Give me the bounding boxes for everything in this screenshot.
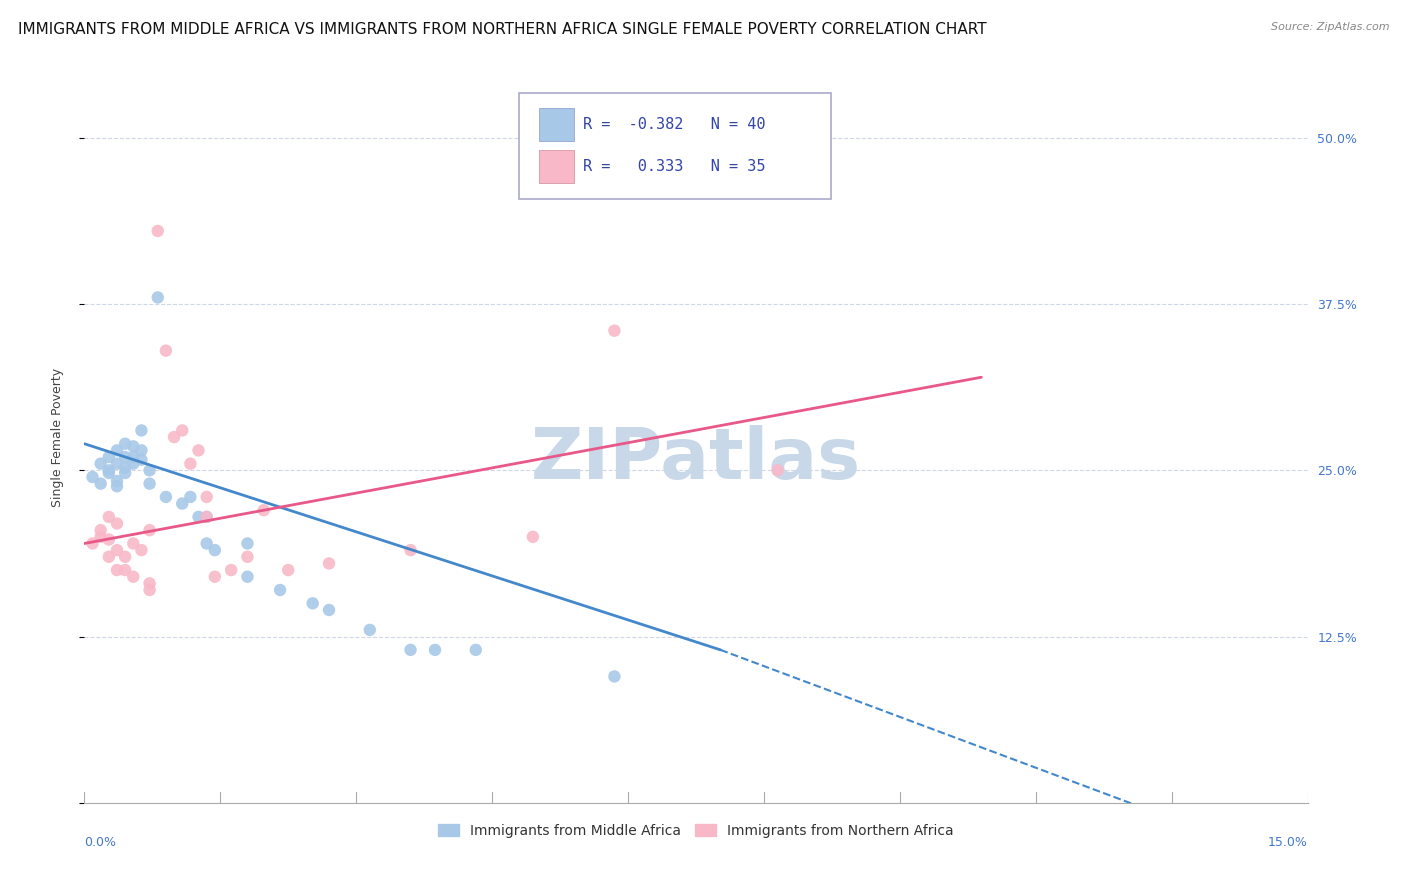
Point <box>114 436 136 450</box>
Point <box>122 450 145 464</box>
FancyBboxPatch shape <box>519 94 831 200</box>
Text: R =   0.333   N = 35: R = 0.333 N = 35 <box>583 159 766 174</box>
Point <box>359 623 381 637</box>
Text: ZIPatlas: ZIPatlas <box>531 425 860 493</box>
Point <box>187 509 209 524</box>
Point <box>122 536 145 550</box>
Bar <box>540 108 574 141</box>
Point <box>269 582 291 597</box>
Point <box>195 509 218 524</box>
Point <box>131 443 153 458</box>
Text: IMMIGRANTS FROM MIDDLE AFRICA VS IMMIGRANTS FROM NORTHERN AFRICA SINGLE FEMALE P: IMMIGRANTS FROM MIDDLE AFRICA VS IMMIGRA… <box>18 22 987 37</box>
Point <box>90 457 112 471</box>
Point <box>138 476 160 491</box>
Point <box>195 490 218 504</box>
Point <box>163 430 186 444</box>
Point <box>122 457 145 471</box>
Point <box>138 523 160 537</box>
Point <box>114 466 136 480</box>
Text: Source: ZipAtlas.com: Source: ZipAtlas.com <box>1271 22 1389 32</box>
Point <box>138 582 160 597</box>
Point <box>90 476 112 491</box>
Point <box>146 224 169 238</box>
Point <box>97 463 120 477</box>
Point <box>105 516 128 531</box>
Point <box>277 563 299 577</box>
Point <box>97 450 120 464</box>
Point <box>105 543 128 558</box>
Point <box>219 563 242 577</box>
Text: R =  -0.382   N = 40: R = -0.382 N = 40 <box>583 117 766 132</box>
Point <box>146 290 169 304</box>
Point <box>82 470 104 484</box>
Point <box>97 509 120 524</box>
Point <box>172 497 194 511</box>
Point <box>253 503 276 517</box>
Point <box>82 536 104 550</box>
Point <box>97 466 120 480</box>
Point <box>105 457 128 471</box>
Point <box>399 643 422 657</box>
Point <box>522 530 544 544</box>
Point <box>318 603 340 617</box>
Text: 0.0%: 0.0% <box>84 836 117 848</box>
Point <box>97 549 120 564</box>
Point <box>179 457 201 471</box>
Point <box>204 543 226 558</box>
Point <box>204 570 226 584</box>
Point <box>155 343 177 358</box>
Point <box>603 669 626 683</box>
Point <box>105 474 128 488</box>
Point <box>122 570 145 584</box>
Point <box>301 596 323 610</box>
Point <box>105 443 128 458</box>
Point <box>131 424 153 438</box>
Point <box>179 490 201 504</box>
Point <box>766 463 789 477</box>
Point <box>236 536 259 550</box>
Point <box>399 543 422 558</box>
Point <box>114 460 136 475</box>
Point <box>187 443 209 458</box>
Point <box>114 563 136 577</box>
Point <box>172 424 194 438</box>
Point <box>105 479 128 493</box>
Point <box>155 490 177 504</box>
Point <box>195 536 218 550</box>
Bar <box>540 150 574 183</box>
Point <box>90 523 112 537</box>
Point <box>90 530 112 544</box>
Point <box>236 570 259 584</box>
Point <box>97 533 120 547</box>
Point <box>105 563 128 577</box>
Point <box>114 549 136 564</box>
Point <box>138 463 160 477</box>
Point <box>318 557 340 571</box>
Point <box>236 549 259 564</box>
Point <box>195 509 218 524</box>
Point <box>464 643 486 657</box>
Point <box>423 643 446 657</box>
Point <box>138 576 160 591</box>
Point <box>131 543 153 558</box>
Y-axis label: Single Female Poverty: Single Female Poverty <box>51 368 63 507</box>
Legend: Immigrants from Middle Africa, Immigrants from Northern Africa: Immigrants from Middle Africa, Immigrant… <box>433 818 959 844</box>
Point <box>114 450 136 464</box>
Point <box>122 439 145 453</box>
Point <box>603 324 626 338</box>
Point <box>131 452 153 467</box>
Text: 15.0%: 15.0% <box>1268 836 1308 848</box>
